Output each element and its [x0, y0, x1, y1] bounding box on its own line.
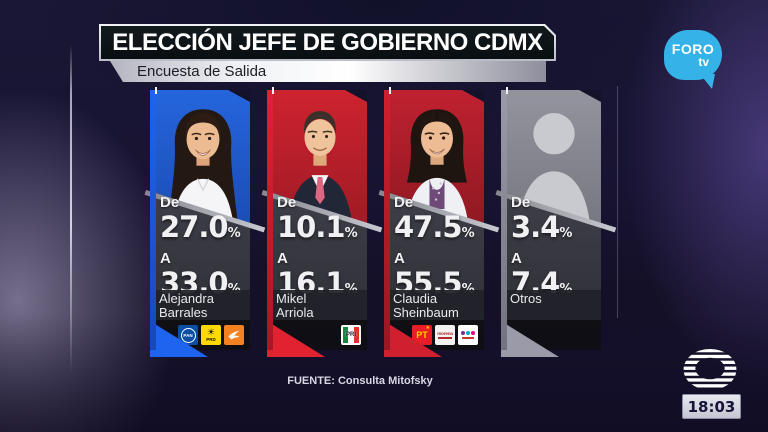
range-from-label: De: [511, 194, 531, 211]
party-logo-morena: morena: [435, 325, 455, 345]
candidate-name: Mikel Arriola: [267, 290, 367, 320]
candidate-card-otros: De 3.4% A 7.4% Otros: [495, 87, 617, 357]
range-from-value: 27.0%: [160, 210, 241, 244]
range-to-label: A: [277, 250, 288, 267]
foro-tv-logo: FORO tv: [664, 30, 722, 80]
candidate-photo: [168, 109, 238, 223]
range-from-label: De: [394, 194, 414, 211]
card-tick-mark: [389, 87, 391, 94]
studio-light-line-left: [70, 44, 72, 374]
poll-range: De 3.4% A 7.4%: [511, 194, 572, 306]
accent-stripe: [267, 90, 273, 350]
title-banner: ELECCIÓN JEFE DE GOBIERNO CDMX: [99, 24, 556, 61]
range-from-label: De: [160, 194, 180, 211]
party-logo-mc: [224, 325, 244, 345]
party-logo-prd: ☀ PRD: [201, 325, 221, 345]
candidate-card-arriola: De 10.1% A 16.1% Mikel Arriola PRI: [261, 87, 383, 357]
candidate-name: Alejandra Barrales: [150, 290, 250, 320]
candidate-card-sheinbaum: De 47.5% A 55.5% Claudia Sheinbaum PT★ m…: [378, 87, 500, 357]
accent-stripe: [384, 90, 390, 350]
title-banner-inner: ELECCIÓN JEFE DE GOBIERNO CDMX: [101, 26, 554, 59]
range-to-label: A: [160, 250, 171, 267]
candidate-name: Otros: [501, 290, 601, 320]
range-to-label: A: [394, 250, 405, 267]
page-title: ELECCIÓN JEFE DE GOBIERNO CDMX: [112, 28, 543, 56]
studio-wall-corner-line: [617, 86, 618, 318]
party-logo-pes: [458, 325, 478, 345]
party-logo-pt: PT ★: [412, 325, 432, 345]
card-tick-mark: [155, 87, 157, 94]
candidate-photo-backdrop: [156, 90, 250, 225]
source-credit: FUENTE: Consulta Mitofsky: [287, 375, 433, 387]
party-logos: PRI: [267, 320, 367, 350]
party-logo-pri: PRI: [341, 325, 361, 345]
on-screen-clock: 18:03: [682, 394, 741, 419]
card-tick-mark: [272, 87, 274, 94]
candidate-name: Claudia Sheinbaum: [384, 290, 484, 320]
range-from-value: 10.1%: [277, 210, 358, 244]
accent-stripe: [150, 90, 156, 350]
candidate-photo-backdrop: [273, 90, 367, 225]
card-tick-mark: [506, 87, 508, 94]
foro-tv-logo-text: FORO: [671, 41, 715, 57]
televisa-logo-icon: [680, 348, 740, 388]
accent-stripe: [501, 90, 507, 350]
range-from-label: De: [277, 194, 297, 211]
range-from-value: 3.4%: [511, 210, 573, 244]
party-logo-pan: PAN: [178, 325, 198, 345]
subtitle-banner: Encuesta de Salida: [110, 61, 546, 82]
range-from-value: 47.5%: [394, 210, 475, 244]
range-to-label: A: [511, 250, 522, 267]
subtitle-text: Encuesta de Salida: [137, 63, 267, 80]
candidate-card-barrales: De 27.0% A 33.0% Alejandra Barrales PAN …: [144, 87, 266, 357]
